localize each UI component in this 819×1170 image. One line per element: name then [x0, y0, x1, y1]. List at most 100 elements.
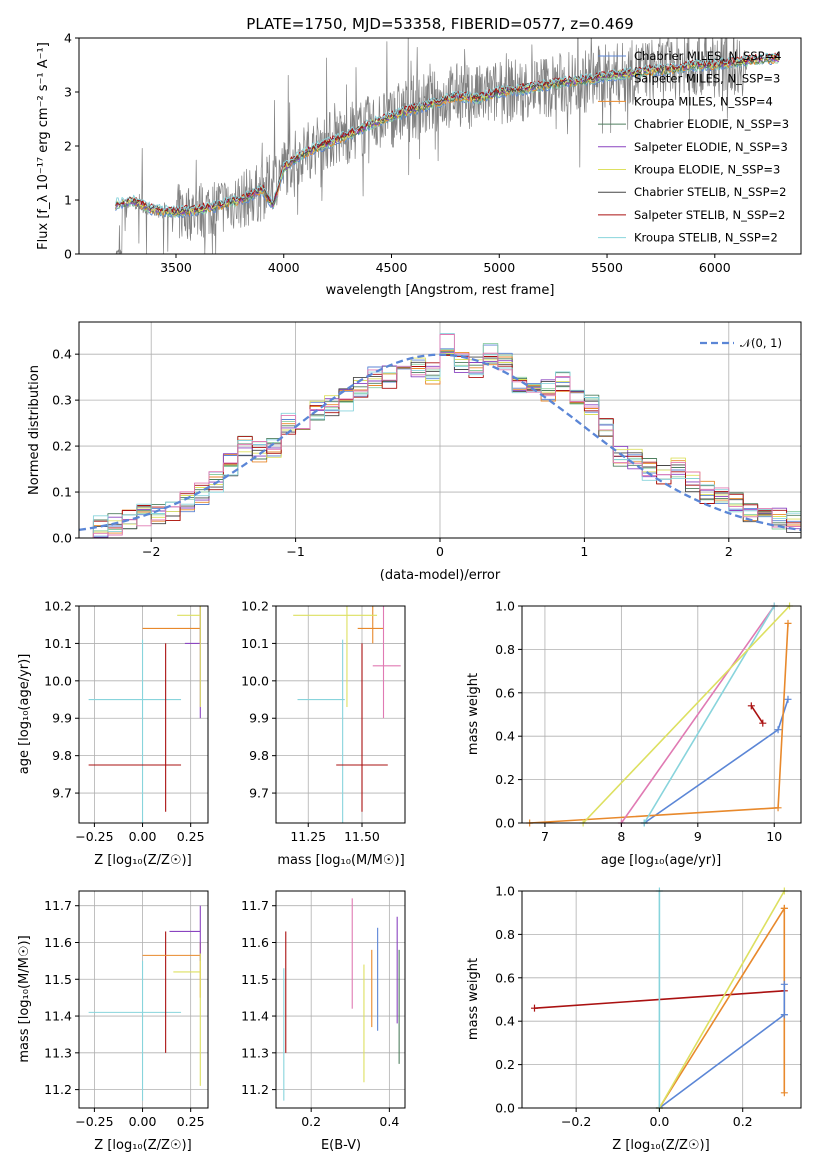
spectrum-ytick-label: 2 — [64, 139, 72, 154]
massweight-vs-metallicity-ylabel: mass weight — [466, 958, 481, 1040]
massweight-vs-metallicity-series-line — [658, 1014, 785, 1109]
residuals-x-ticks: −2 −1 0 1 2 — [142, 538, 733, 559]
spectrum-ytick-label: 3 — [64, 85, 72, 100]
spectrum-model-line — [115, 52, 780, 212]
residuals-ytick-label: 0.0 — [52, 531, 72, 546]
massweight-vs-metallicity-ytick-label: 0.4 — [495, 1014, 515, 1029]
spectrum-xtick-label: 4500 — [376, 260, 408, 275]
massweight-vs-age-ytick-label: 0.8 — [495, 642, 515, 657]
massweight-vs-age-panel: 7 8 9 10 0.0 0.2 0.4 0.6 0.8 1.0 age [log₁₀(age/… — [466, 599, 802, 868]
residuals-histogram-step — [79, 334, 801, 539]
spectrum-legend: Chabrier MILES, N_SSP=4 Salpeter MILES, N… — [598, 49, 789, 245]
age-vs-mass-frame — [275, 605, 406, 824]
massweight-vs-metallicity-point-marker — [530, 1004, 538, 1012]
spectrum-legend-label: Chabrier ELODIE, N_SSP=3 — [634, 117, 789, 131]
massweight-vs-age-point-marker — [747, 702, 755, 710]
spectrum-legend-label: Salpeter ELODIE, N_SSP=3 — [634, 140, 788, 154]
massweight-vs-age-xtick-label: 8 — [617, 829, 625, 844]
age-vs-mass-y-ticks: 9.7 9.8 9.9 10.0 10.1 10.2 — [241, 599, 276, 801]
age-vs-mass-xlabel: mass [log₁₀(M/M☉)] — [277, 853, 404, 868]
mass-vs-metallicity-xtick-label: −0.25 — [75, 1114, 113, 1129]
residuals-panel: −2 −1 0 1 2 0.0 0.1 0.2 0.3 0.4 (data-model)/err… — [27, 321, 802, 583]
massweight-vs-metallicity-point-marker — [780, 980, 788, 988]
spectrum-x-ticks: 3500 4000 4500 5000 5500 6000 — [160, 254, 731, 275]
residuals-histogram-step — [79, 353, 801, 539]
spectrum-xtick-label: 6000 — [699, 260, 731, 275]
massweight-vs-age-point-marker — [774, 726, 782, 734]
spectrum-clipped-group — [115, 38, 780, 254]
age-vs-metallicity-frame — [78, 605, 209, 824]
age-vs-metallicity-ytick-label: 9.9 — [52, 711, 72, 726]
massweight-vs-age-ylabel: mass weight — [466, 673, 481, 755]
massweight-vs-age-series-line — [620, 605, 775, 824]
age-vs-mass-xtick-label: 11.25 — [290, 829, 326, 844]
mass-vs-metallicity-x-ticks: −0.25 0.00 0.25 — [75, 1108, 205, 1129]
spectrum-ytick-label: 4 — [64, 31, 72, 46]
mass-vs-metallicity-xtick-label: 0.00 — [129, 1114, 157, 1129]
massweight-vs-metallicity-ytick-label: 0.6 — [495, 970, 515, 985]
spectrum-legend-label: Chabrier MILES, N_SSP=4 — [634, 49, 781, 63]
mass-vs-metallicity-ytick-label: 11.3 — [44, 1045, 72, 1060]
massweight-vs-metallicity-ytick-label: 0.0 — [495, 1101, 515, 1116]
figure-title: PLATE=1750, MJD=53358, FIBERID=0577, z=0… — [246, 15, 633, 33]
residuals-xtick-label: 1 — [580, 544, 588, 559]
spectrum-legend-label: Chabrier STELIB, N_SSP=2 — [634, 185, 786, 199]
residuals-ytick-label: 0.4 — [52, 347, 72, 362]
spectrum-ytick-label: 1 — [64, 193, 72, 208]
spectrum-ytick-label: 0 — [64, 247, 72, 262]
mass-vs-ebv-ytick-label: 11.2 — [241, 1082, 269, 1097]
massweight-vs-metallicity-ytick-label: 0.8 — [495, 927, 515, 942]
spectrum-legend-label: Salpeter MILES, N_SSP=3 — [634, 72, 780, 86]
mass-vs-ebv-ytick-label: 11.6 — [241, 935, 269, 950]
massweight-vs-metallicity-y-ticks: 0.0 0.2 0.4 0.6 0.8 1.0 — [495, 884, 522, 1116]
massweight-vs-age-point-marker — [759, 719, 767, 727]
massweight-vs-metallicity-frame — [521, 890, 802, 1109]
massweight-vs-age-ytick-label: 0.4 — [495, 729, 515, 744]
age-vs-metallicity-panel: −0.25 0.00 0.25 9.7 9.8 9.9 10.0 10.1 10.2 Z [l… — [17, 599, 209, 868]
massweight-vs-metallicity-point-marker — [780, 1011, 788, 1019]
massweight-vs-age-point-marker — [784, 619, 792, 627]
age-vs-mass-plot-area — [276, 605, 405, 823]
age-vs-mass-panel: 11.25 11.50 9.7 9.8 9.9 10.0 10.1 10.2 mass [l… — [241, 599, 406, 868]
massweight-vs-age-y-ticks: 0.0 0.2 0.4 0.6 0.8 1.0 — [495, 599, 522, 831]
mass-vs-ebv-xlabel: E(B-V) — [321, 1138, 361, 1153]
residuals-histogram-step — [79, 333, 801, 539]
age-vs-metallicity-xtick-label: 0.00 — [129, 829, 157, 844]
spectrum-xlabel: wavelength [Angstrom, rest frame] — [326, 283, 555, 298]
massweight-vs-metallicity-point-marker — [780, 904, 788, 912]
mass-vs-metallicity-ytick-label: 11.7 — [44, 898, 72, 913]
mass-vs-metallicity-ytick-label: 11.6 — [44, 935, 72, 950]
mass-vs-metallicity-panel: −0.25 0.00 0.25 11.2 11.3 11.4 11.5 11.6 11.7 Z… — [17, 890, 209, 1153]
massweight-vs-metallicity-xtick-label: 0.0 — [649, 1114, 669, 1129]
massweight-vs-metallicity-xtick-label: −0.2 — [561, 1114, 591, 1129]
mass-vs-ebv-panel: 0.2 0.4 11.2 11.3 11.4 11.5 11.6 11.7 E(B-V) — [241, 890, 406, 1153]
age-vs-mass-ytick-label: 9.7 — [249, 786, 269, 801]
massweight-vs-metallicity-ytick-label: 1.0 — [495, 884, 515, 899]
spectrum-xtick-label: 5000 — [483, 260, 515, 275]
age-vs-metallicity-ylabel: age [log₁₀(age/yr)] — [17, 654, 32, 775]
mass-vs-ebv-x-ticks: 0.2 0.4 — [301, 1108, 399, 1129]
residuals-xtick-label: 0 — [436, 544, 444, 559]
massweight-vs-metallicity-series-line — [658, 890, 785, 1109]
massweight-vs-age-point-marker — [784, 695, 792, 703]
mass-vs-ebv-y-ticks: 11.2 11.3 11.4 11.5 11.6 11.7 — [241, 898, 276, 1097]
mass-vs-metallicity-plot-area — [79, 891, 208, 1108]
massweight-vs-metallicity-xtick-label: 0.2 — [733, 1114, 753, 1129]
residuals-xtick-label: 2 — [725, 544, 733, 559]
massweight-vs-age-frame — [521, 605, 802, 824]
mass-vs-ebv-xtick-label: 0.2 — [301, 1114, 321, 1129]
age-vs-metallicity-xtick-label: −0.25 — [75, 829, 113, 844]
massweight-vs-age-xlabel: age [log₁₀(age/yr)] — [601, 853, 722, 868]
residuals-xtick-label: −2 — [142, 544, 160, 559]
spectrum-data-line — [115, 38, 748, 254]
massweight-vs-metallicity-ytick-label: 0.2 — [495, 1057, 515, 1072]
age-vs-metallicity-plot-area — [79, 605, 208, 823]
massweight-vs-age-xtick-label: 10 — [766, 829, 782, 844]
massweight-vs-age-x-ticks: 7 8 9 10 — [541, 823, 782, 844]
age-vs-mass-ytick-label: 9.8 — [249, 748, 269, 763]
residuals-xlabel: (data-model)/error — [380, 568, 501, 583]
normal-curve-legend-label: 𝒩(0, 1) — [740, 336, 782, 350]
residuals-ytick-label: 0.1 — [52, 485, 72, 500]
mass-vs-metallicity-ytick-label: 11.2 — [44, 1082, 72, 1097]
